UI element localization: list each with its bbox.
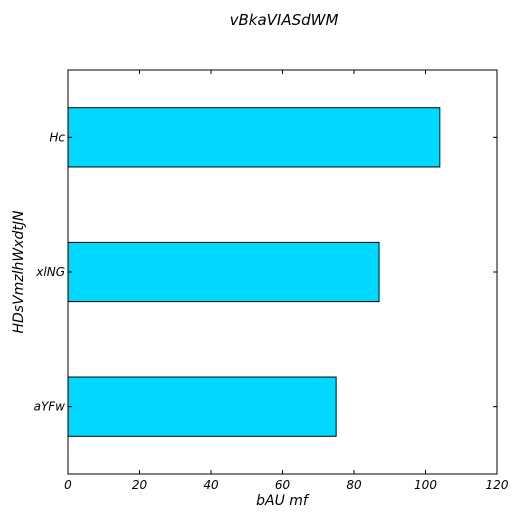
y-tick-label: aYFw — [34, 400, 66, 414]
chart-title: vBkaVIASdWM — [230, 11, 339, 29]
x-tick-label: 20 — [132, 478, 148, 492]
x-tick-label: 0 — [64, 478, 72, 492]
y-tick-label: xlNG — [35, 265, 65, 279]
plot-frame — [67, 69, 498, 475]
y-tick-label: Hc — [49, 130, 65, 144]
x-tick-label: 40 — [203, 478, 219, 492]
x-axis-label: bAU mf — [256, 493, 310, 509]
bar-Hc — [67, 107, 441, 168]
x-tick-label: 120 — [486, 478, 509, 492]
bars-group — [67, 107, 441, 437]
x-tick-label: 100 — [414, 478, 437, 492]
bar-xlNG — [67, 241, 380, 303]
bar-aYFw — [67, 376, 337, 437]
y-axis-label: HDsVmzlhWxdtJN — [11, 210, 27, 334]
x-tick-label: 60 — [275, 478, 291, 492]
x-tick-label: 80 — [346, 478, 362, 492]
